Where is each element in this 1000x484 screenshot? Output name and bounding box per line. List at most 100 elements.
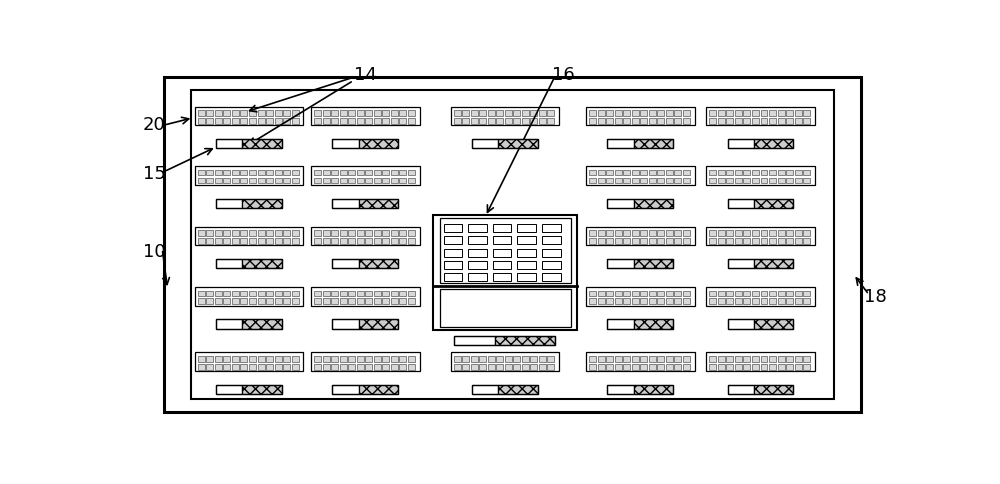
Bar bbox=[683, 290, 690, 296]
Bar bbox=[547, 364, 554, 370]
Bar bbox=[314, 356, 321, 362]
Bar bbox=[683, 299, 690, 304]
Bar bbox=[215, 290, 222, 296]
Bar bbox=[479, 110, 486, 116]
Bar bbox=[706, 166, 815, 185]
Bar bbox=[374, 110, 381, 116]
Bar bbox=[498, 385, 538, 394]
Bar bbox=[215, 178, 222, 183]
Bar bbox=[718, 230, 725, 236]
Bar bbox=[249, 178, 256, 183]
Bar bbox=[632, 364, 639, 370]
Bar bbox=[215, 118, 222, 124]
Bar bbox=[522, 364, 529, 370]
Bar bbox=[311, 287, 420, 305]
Bar bbox=[359, 198, 398, 208]
Bar bbox=[615, 178, 622, 183]
Bar bbox=[314, 110, 321, 116]
Bar bbox=[589, 110, 596, 116]
Bar bbox=[399, 299, 406, 304]
Bar bbox=[266, 230, 273, 236]
Bar bbox=[216, 319, 282, 329]
Bar bbox=[649, 118, 656, 124]
Bar bbox=[589, 118, 596, 124]
Bar bbox=[649, 290, 656, 296]
Bar bbox=[223, 290, 230, 296]
Bar bbox=[623, 230, 630, 236]
Bar bbox=[266, 118, 273, 124]
Bar bbox=[615, 118, 622, 124]
Bar bbox=[249, 290, 256, 296]
Bar bbox=[606, 170, 613, 176]
Bar bbox=[761, 238, 767, 243]
Bar bbox=[786, 118, 793, 124]
Bar bbox=[718, 238, 725, 243]
Bar bbox=[778, 118, 785, 124]
Bar bbox=[374, 118, 381, 124]
Bar bbox=[206, 356, 213, 362]
Bar bbox=[283, 364, 290, 370]
Bar bbox=[709, 110, 716, 116]
Bar bbox=[674, 238, 681, 243]
Bar bbox=[391, 110, 398, 116]
Bar bbox=[357, 170, 364, 176]
Bar bbox=[472, 139, 538, 148]
Bar bbox=[683, 118, 690, 124]
Bar bbox=[598, 299, 605, 304]
Bar bbox=[803, 299, 810, 304]
Bar bbox=[314, 238, 321, 243]
Bar bbox=[275, 299, 282, 304]
Bar bbox=[444, 273, 462, 281]
Bar bbox=[657, 299, 664, 304]
Bar bbox=[726, 118, 733, 124]
Bar bbox=[761, 230, 767, 236]
Bar bbox=[283, 299, 290, 304]
Bar bbox=[674, 170, 681, 176]
Bar bbox=[215, 110, 222, 116]
Bar bbox=[266, 356, 273, 362]
Bar bbox=[408, 178, 415, 183]
Bar bbox=[266, 238, 273, 243]
Bar bbox=[754, 139, 793, 148]
Bar bbox=[674, 356, 681, 362]
Bar bbox=[718, 299, 725, 304]
Bar bbox=[232, 118, 239, 124]
Bar bbox=[232, 356, 239, 362]
Bar bbox=[754, 198, 793, 208]
Bar bbox=[408, 356, 415, 362]
Bar bbox=[761, 170, 767, 176]
Bar bbox=[462, 118, 469, 124]
Bar bbox=[726, 178, 733, 183]
Bar bbox=[607, 385, 673, 394]
Bar bbox=[493, 249, 511, 257]
Bar bbox=[666, 299, 673, 304]
Bar bbox=[795, 230, 802, 236]
Bar bbox=[735, 238, 742, 243]
Bar bbox=[728, 385, 793, 394]
Bar bbox=[778, 230, 785, 236]
Bar bbox=[615, 356, 622, 362]
Bar bbox=[632, 118, 639, 124]
Bar bbox=[468, 273, 487, 281]
Bar bbox=[206, 170, 213, 176]
Bar bbox=[198, 170, 205, 176]
Bar bbox=[495, 336, 555, 345]
Bar bbox=[468, 224, 487, 232]
Bar bbox=[332, 319, 398, 329]
Bar bbox=[743, 178, 750, 183]
Bar bbox=[471, 118, 478, 124]
Bar bbox=[331, 170, 338, 176]
Bar bbox=[666, 110, 673, 116]
Bar bbox=[607, 259, 634, 268]
Bar bbox=[331, 290, 338, 296]
Bar bbox=[522, 118, 529, 124]
Bar bbox=[454, 336, 495, 345]
Bar bbox=[786, 299, 793, 304]
Bar bbox=[215, 299, 222, 304]
Bar bbox=[632, 290, 639, 296]
Bar bbox=[391, 230, 398, 236]
Bar bbox=[444, 224, 462, 232]
Bar bbox=[607, 198, 673, 208]
Bar bbox=[769, 364, 776, 370]
Bar bbox=[803, 118, 810, 124]
